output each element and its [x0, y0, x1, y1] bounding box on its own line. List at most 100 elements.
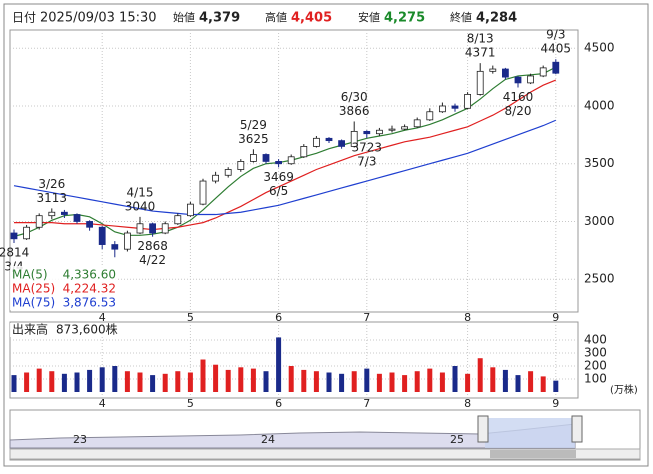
navigator-selection[interactable]: [485, 418, 575, 448]
scrollbar-thumb[interactable]: [490, 450, 576, 458]
volume-bar: [439, 372, 445, 392]
volume-bar: [389, 372, 395, 392]
candle-body: [111, 244, 119, 250]
volume-bar: [225, 369, 231, 392]
candle-body: [10, 232, 18, 240]
candle-body: [212, 174, 220, 182]
ma-line: [13, 119, 557, 216]
annotation: 2814: [0, 245, 29, 259]
candle-body: [401, 126, 409, 130]
x-tick-label: 9: [552, 311, 559, 324]
candle-body: [426, 111, 434, 121]
volume-bar: [313, 371, 319, 392]
volume-bar: [213, 364, 219, 392]
volume-bar: [288, 366, 294, 392]
volume-bar: [376, 373, 382, 392]
x-tick-label: 6: [275, 311, 282, 324]
volume-tick-label: 400: [584, 333, 607, 347]
candle-body: [124, 232, 131, 250]
legend-name: MA(75): [12, 296, 55, 310]
annotation: 6/5: [269, 184, 288, 198]
candle-body: [350, 130, 358, 147]
volume-bar: [99, 367, 105, 392]
candle-body: [262, 154, 270, 162]
outer-frame: [3, 3, 649, 467]
ma-line: [14, 79, 557, 231]
candle-body: [325, 137, 333, 142]
legend-value: 4,224.32: [63, 282, 116, 296]
x-tick-label: 5: [187, 311, 194, 324]
close-label: 終値: [450, 10, 472, 24]
annotation: 8/20: [505, 104, 532, 118]
candle-body: [287, 156, 295, 165]
volume-bar: [326, 372, 332, 392]
volume-bar: [402, 375, 408, 392]
candle-body: [388, 128, 396, 131]
volume-bar: [150, 375, 156, 392]
volume-bar: [87, 369, 93, 392]
low-label: 安値: [358, 10, 380, 24]
candle-body: [375, 129, 383, 135]
annotation: 3040: [125, 199, 156, 213]
volume-bar: [490, 367, 496, 392]
annotation: 4405: [541, 42, 572, 56]
annotation: 3866: [339, 104, 370, 118]
navigator-label: 24: [261, 433, 275, 446]
navigator-label: 25: [450, 433, 464, 446]
high-label: 高値: [265, 10, 287, 24]
volume-bar: [49, 371, 55, 392]
legend-value: 3,876.53: [63, 296, 116, 310]
annotation: 4371: [465, 46, 496, 60]
candle-body: [249, 154, 257, 162]
candle-body: [174, 215, 182, 225]
candle-body: [136, 223, 144, 234]
volume-bar: [540, 376, 546, 392]
open-label: 始値: [173, 10, 195, 24]
navigator-label: 23: [73, 433, 87, 446]
scrollbar[interactable]: [9, 448, 641, 460]
candle-body: [275, 161, 283, 165]
volume-tick-label: 200: [584, 359, 607, 373]
annotation: 4/15: [127, 185, 154, 199]
volume-tick-label: 100: [584, 372, 607, 386]
volume-bar: [339, 373, 345, 392]
volume-bar: [465, 373, 471, 392]
candle-body: [501, 68, 509, 78]
volume-bar: [263, 371, 269, 392]
candle-body: [438, 105, 446, 113]
annotation: 4160: [503, 90, 534, 104]
x-tick-label: 8: [464, 311, 471, 324]
candle-body: [73, 214, 81, 222]
x-tick-label: 4: [99, 311, 106, 324]
header: 日付 2025/09/03 15:30 始値 4,379 高値 4,405 安値…: [12, 10, 517, 26]
volume-legend-box: [10, 323, 118, 337]
volume-bar: [477, 358, 483, 392]
volume-bar: [24, 372, 30, 392]
annotation: 6/30: [341, 90, 368, 104]
candle-body: [35, 215, 43, 228]
volume-unit: (万株): [610, 383, 638, 396]
navigator-handle[interactable]: [571, 415, 583, 443]
volume-bar: [74, 372, 80, 392]
navigator-handle[interactable]: [477, 415, 489, 443]
x-tick-label: 7: [363, 311, 370, 324]
candle-body: [48, 211, 56, 217]
candle-body: [237, 161, 245, 170]
volume-tick-label: 300: [584, 346, 607, 360]
candle-body: [186, 203, 194, 217]
volume-bar: [276, 337, 282, 392]
candle-body: [489, 68, 497, 72]
volume-bar: [124, 371, 130, 392]
candle-body: [224, 169, 232, 176]
close: 4,284: [476, 11, 517, 26]
volume-title: 出来高: [12, 322, 48, 337]
candle-body: [476, 70, 484, 95]
volume-bar: [301, 369, 307, 392]
volume-bar: [175, 371, 181, 392]
volume-bar: [364, 368, 370, 392]
legend-value: 4,336.60: [63, 268, 116, 282]
open: 4,379: [199, 11, 240, 26]
volume-bar: [112, 366, 118, 392]
candle-body: [312, 137, 320, 147]
